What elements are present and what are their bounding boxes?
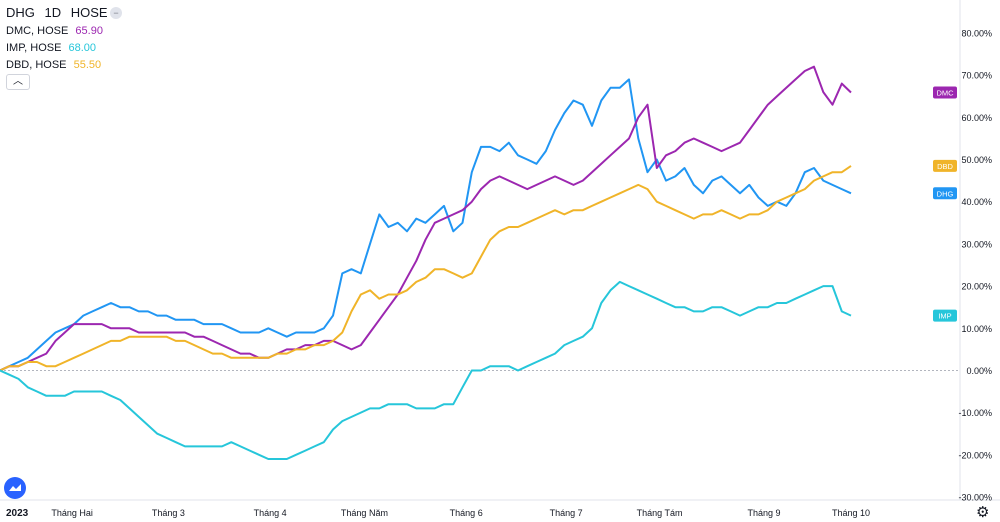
series-end-labels: DMC DBD DHG IMP: [933, 86, 957, 322]
x-tick-label: Tháng 6: [450, 508, 483, 518]
gear-icon[interactable]: ⚙: [976, 504, 990, 521]
tradingview-logo-icon[interactable]: [4, 477, 26, 499]
y-tick-label: 20.00%: [961, 282, 992, 292]
end-label-imp: IMP: [933, 309, 957, 322]
x-axis: Tháng Hai Tháng 3 Tháng 4 Tháng Năm Tháng 6 T…: [51, 508, 870, 518]
series-line-dbd[interactable]: [0, 165, 852, 372]
symbol-label[interactable]: DHG: [6, 5, 35, 20]
year-label: 2023: [6, 508, 29, 519]
legend-item-imp[interactable]: IMP, HOSE 68.00: [6, 40, 114, 57]
exchange-label: HOSE: [70, 5, 108, 20]
y-tick-label: 50.00%: [961, 155, 992, 165]
y-tick-label: 80.00%: [961, 29, 992, 39]
minus-icon[interactable]: −: [110, 7, 122, 19]
y-tick-label: 30.00%: [961, 239, 992, 249]
grid-lines: [0, 0, 1000, 501]
legend: DHG 1D HOSE DMC, HOSE 65.90 IMP, HOSE 68…: [6, 4, 114, 74]
y-tick-label: -10.00%: [958, 408, 992, 418]
x-tick-label: Tháng Tám: [637, 508, 683, 518]
x-tick-label: Tháng Năm: [341, 508, 388, 518]
end-label-dmc: DMC: [933, 86, 957, 99]
legend-item-label: DMC, HOSE: [6, 25, 69, 37]
legend-item-label: DBD, HOSE: [6, 59, 67, 71]
y-tick-label: 70.00%: [961, 71, 992, 81]
interval-label[interactable]: 1D: [44, 5, 62, 20]
series-lines: [0, 65, 852, 460]
y-tick-label: 60.00%: [961, 113, 992, 123]
end-label-text: DBD: [937, 162, 953, 171]
x-tick-label: Tháng 3: [152, 508, 185, 518]
series-line-dmc[interactable]: [0, 65, 852, 372]
series-line-dhg[interactable]: [0, 78, 852, 372]
y-tick-label: 10.00%: [961, 324, 992, 334]
legend-item-label: IMP, HOSE: [6, 42, 62, 54]
y-tick-label: 40.00%: [961, 197, 992, 207]
chart-header: DHG 1D HOSE: [6, 4, 114, 22]
y-tick-label: -30.00%: [958, 493, 992, 503]
end-label-text: DMC: [936, 88, 954, 97]
y-axis: 80.00% 70.00% 60.00% 50.00% 40.00% 30.00% 20.0…: [958, 29, 992, 503]
end-label-dhg: DHG: [933, 187, 957, 200]
end-label-text: DHG: [937, 189, 954, 198]
legend-item-value: 68.00: [68, 42, 97, 54]
series-line-imp[interactable]: [0, 280, 852, 460]
x-tick-label: Tháng 4: [254, 508, 287, 518]
legend-item-dmc[interactable]: DMC, HOSE 65.90: [6, 23, 114, 40]
x-tick-label: Tháng Hai: [51, 508, 93, 518]
legend-item-value: 65.90: [75, 25, 103, 37]
x-tick-label: Tháng 7: [550, 508, 583, 518]
end-label-dbd: DBD: [933, 159, 957, 172]
end-label-text: IMP: [938, 312, 951, 321]
y-tick-label: 0.00%: [966, 366, 992, 376]
legend-item-dbd[interactable]: DBD, HOSE 55.50: [6, 57, 114, 74]
chevron-up-icon[interactable]: ︿: [6, 74, 30, 90]
x-tick-label: Tháng 9: [748, 508, 781, 518]
x-tick-label: Tháng 10: [832, 508, 870, 518]
y-tick-label: -20.00%: [958, 450, 992, 460]
legend-item-value: 55.50: [73, 59, 102, 71]
